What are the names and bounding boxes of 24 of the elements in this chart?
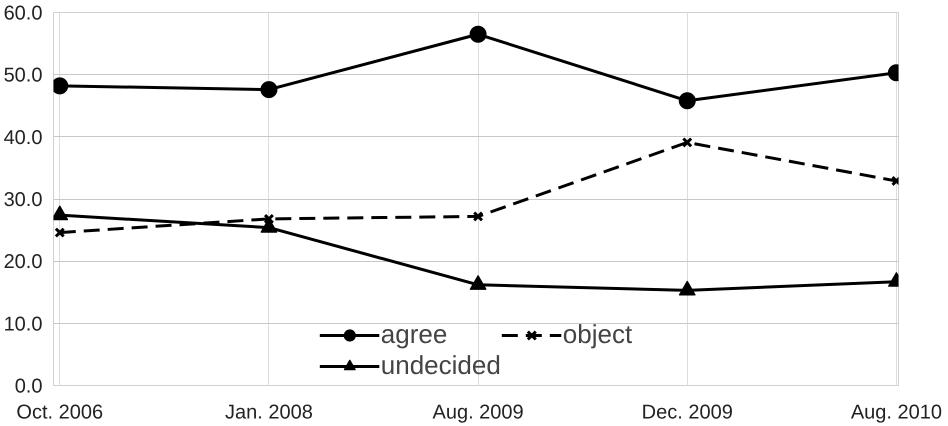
x-tick-label: Oct. 2006	[16, 402, 104, 424]
x-tick-label: Aug. 2009	[432, 402, 524, 424]
point	[260, 81, 278, 98]
x-tick-label: Dec. 2009	[642, 402, 733, 424]
y-tick-label: 60.0	[4, 2, 43, 24]
point	[678, 280, 696, 296]
point	[470, 26, 487, 43]
point	[264, 214, 274, 224]
point	[472, 211, 484, 222]
point	[470, 275, 487, 290]
point	[682, 137, 693, 148]
legend-label: undecided	[380, 350, 501, 381]
y-tick-label: 0.0	[14, 376, 43, 398]
y-tick-label: 40.0	[4, 126, 43, 149]
y-tick-label: 10.0	[4, 313, 43, 336]
point	[678, 92, 696, 110]
y-tick-label: 50.0	[4, 64, 43, 87]
point	[54, 227, 66, 238]
legend-label: object	[562, 319, 632, 350]
x-tick-label: Aug. 2010	[850, 402, 942, 424]
y-tick-label: 30.0	[4, 189, 43, 211]
y-tick-label: 20.0	[4, 251, 43, 274]
x-tick-label: Jan. 2008	[225, 402, 313, 424]
legend-label: agree	[380, 319, 448, 350]
